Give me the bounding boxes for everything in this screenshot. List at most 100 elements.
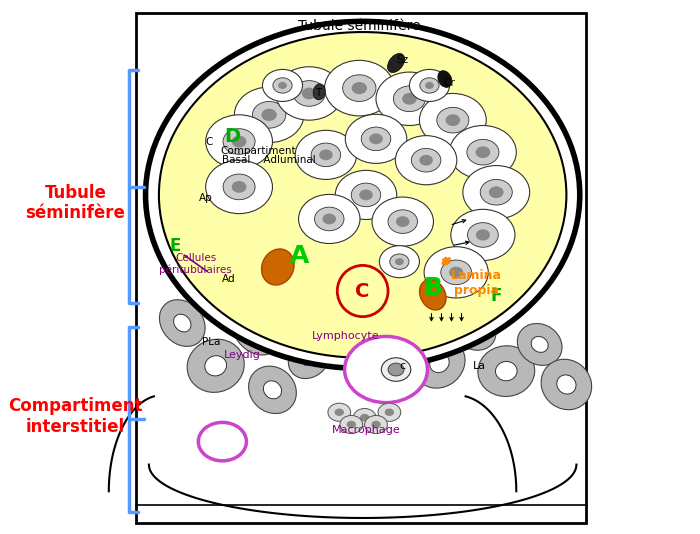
Circle shape — [388, 363, 404, 376]
Circle shape — [489, 186, 503, 198]
Ellipse shape — [374, 311, 418, 356]
Text: Ad: Ad — [223, 274, 236, 284]
Circle shape — [319, 150, 332, 160]
Ellipse shape — [388, 325, 405, 342]
Ellipse shape — [160, 300, 205, 347]
Text: Basal    Adluminal: Basal Adluminal — [223, 155, 316, 165]
Circle shape — [420, 78, 439, 93]
Circle shape — [262, 69, 302, 101]
Circle shape — [402, 93, 416, 105]
Ellipse shape — [301, 350, 317, 366]
Ellipse shape — [531, 336, 548, 352]
Circle shape — [298, 194, 360, 244]
Ellipse shape — [464, 320, 482, 337]
Text: c: c — [400, 361, 406, 371]
Text: C: C — [205, 137, 213, 146]
Ellipse shape — [478, 346, 535, 396]
Text: C: C — [356, 281, 370, 301]
Ellipse shape — [450, 307, 496, 350]
Circle shape — [312, 143, 341, 167]
Circle shape — [293, 81, 326, 106]
Circle shape — [475, 146, 490, 158]
Ellipse shape — [159, 32, 566, 358]
Ellipse shape — [187, 339, 244, 392]
Circle shape — [351, 82, 367, 94]
Ellipse shape — [233, 312, 278, 355]
Text: Compartiment
interstitiel: Compartiment interstitiel — [8, 397, 143, 436]
Circle shape — [351, 183, 381, 207]
Circle shape — [437, 107, 469, 133]
Text: La: La — [473, 361, 486, 371]
Ellipse shape — [556, 375, 576, 394]
Circle shape — [323, 214, 336, 224]
Circle shape — [449, 266, 463, 278]
Circle shape — [232, 181, 246, 193]
Text: F: F — [491, 287, 502, 305]
Circle shape — [359, 190, 373, 200]
Circle shape — [365, 415, 387, 434]
Ellipse shape — [419, 280, 446, 310]
Circle shape — [390, 254, 409, 269]
Ellipse shape — [430, 354, 449, 373]
Circle shape — [396, 216, 410, 227]
Ellipse shape — [263, 381, 281, 399]
Circle shape — [342, 75, 376, 101]
Circle shape — [325, 60, 394, 116]
Circle shape — [376, 72, 443, 125]
Circle shape — [302, 88, 316, 99]
Circle shape — [393, 86, 426, 112]
Circle shape — [344, 336, 428, 403]
Ellipse shape — [313, 84, 326, 100]
Circle shape — [424, 247, 488, 298]
Circle shape — [278, 82, 287, 89]
Circle shape — [335, 409, 344, 416]
Circle shape — [372, 197, 433, 246]
Text: Leydig: Leydig — [224, 350, 261, 360]
Ellipse shape — [174, 314, 191, 332]
Circle shape — [354, 409, 376, 427]
Circle shape — [370, 134, 383, 144]
Ellipse shape — [541, 359, 592, 410]
Text: Sz: Sz — [397, 55, 409, 65]
Circle shape — [223, 129, 255, 154]
Text: E: E — [170, 237, 181, 255]
Circle shape — [379, 246, 419, 278]
Text: Cr: Cr — [444, 78, 456, 88]
Ellipse shape — [288, 337, 330, 379]
Circle shape — [361, 127, 391, 151]
Circle shape — [445, 114, 460, 126]
Circle shape — [451, 209, 515, 261]
Circle shape — [463, 166, 530, 219]
Circle shape — [410, 69, 449, 101]
Circle shape — [198, 422, 246, 461]
Text: T: T — [315, 89, 321, 98]
Circle shape — [314, 207, 344, 231]
Text: Tubule
séminifère: Tubule séminifère — [25, 184, 125, 222]
Text: Lamina
propia: Lamina propia — [451, 269, 502, 297]
Text: PLa: PLa — [202, 337, 220, 347]
Circle shape — [262, 109, 276, 121]
Circle shape — [234, 87, 304, 143]
Ellipse shape — [142, 19, 583, 371]
Circle shape — [345, 114, 407, 163]
Circle shape — [276, 67, 342, 120]
Circle shape — [388, 210, 417, 233]
Text: Compartiment: Compartiment — [220, 146, 295, 155]
Circle shape — [467, 139, 499, 165]
Ellipse shape — [247, 326, 265, 342]
Circle shape — [232, 136, 246, 147]
Circle shape — [295, 130, 356, 179]
Text: Macrophage: Macrophage — [332, 425, 400, 435]
Ellipse shape — [496, 362, 517, 381]
Ellipse shape — [205, 356, 227, 376]
Circle shape — [395, 136, 457, 185]
Ellipse shape — [517, 324, 562, 365]
Text: B: B — [424, 277, 442, 300]
Ellipse shape — [414, 338, 465, 388]
Circle shape — [360, 414, 370, 421]
Circle shape — [253, 101, 286, 128]
Circle shape — [395, 258, 404, 265]
Circle shape — [385, 409, 394, 416]
Circle shape — [340, 415, 363, 434]
Circle shape — [468, 223, 498, 247]
